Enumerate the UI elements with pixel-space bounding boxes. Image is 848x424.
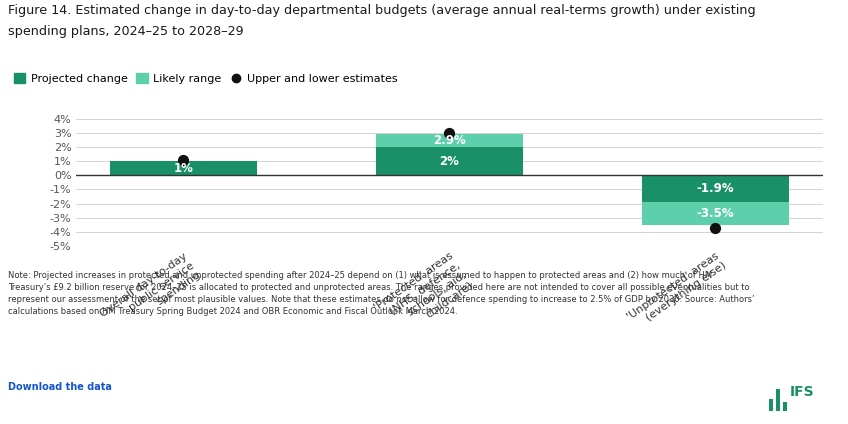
Text: Download the data: Download the data (8, 382, 112, 392)
Bar (769, 399, 773, 411)
Bar (377, 134, 522, 175)
Text: 2.9%: 2.9% (433, 134, 466, 147)
Text: IFS: IFS (789, 385, 814, 399)
Text: spending plans, 2024–25 to 2028–29: spending plans, 2024–25 to 2028–29 (8, 25, 244, 39)
Text: Figure 14. Estimated change in day-to-day departmental budgets (average annual r: Figure 14. Estimated change in day-to-da… (8, 4, 756, 17)
Point (443, 129, 456, 136)
Bar (377, 147, 522, 175)
Bar (642, 175, 789, 202)
Point (176, 156, 190, 163)
Text: Note: Projected increases in protected and unprotected spending after 2024–25 de: Note: Projected increases in protected a… (8, 271, 755, 316)
Text: -1.9%: -1.9% (697, 182, 734, 195)
Legend: Projected change, Likely range, Upper and lower estimates: Projected change, Likely range, Upper an… (14, 73, 398, 84)
Text: 1%: 1% (174, 162, 193, 176)
Bar (783, 402, 787, 411)
Bar (642, 202, 789, 225)
Point (709, 224, 722, 231)
Bar (776, 389, 780, 411)
Text: 2%: 2% (439, 155, 460, 167)
Text: -3.5%: -3.5% (697, 206, 734, 220)
Bar (110, 161, 257, 175)
